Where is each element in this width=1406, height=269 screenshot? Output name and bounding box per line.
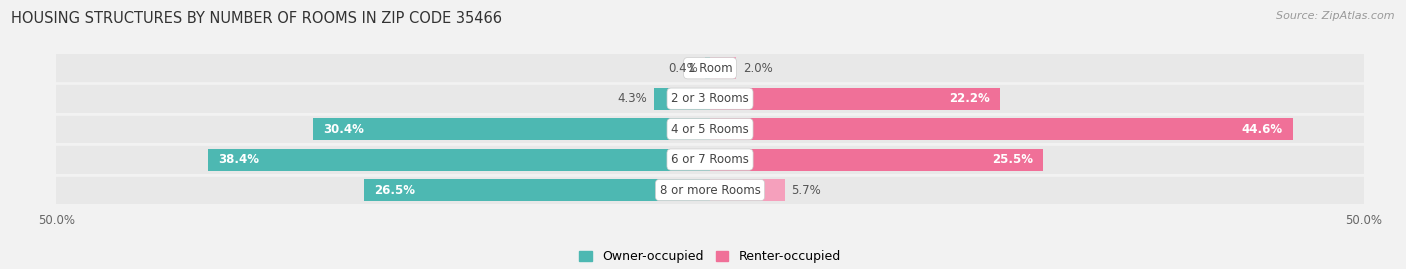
Bar <box>710 179 785 201</box>
Bar <box>364 179 710 201</box>
Text: 38.4%: 38.4% <box>218 153 259 166</box>
Bar <box>56 54 1364 83</box>
Text: 30.4%: 30.4% <box>323 123 364 136</box>
Text: 44.6%: 44.6% <box>1241 123 1282 136</box>
Bar <box>710 57 737 79</box>
Text: 26.5%: 26.5% <box>374 183 415 197</box>
Text: 4.3%: 4.3% <box>617 92 647 105</box>
Bar <box>56 84 1364 113</box>
Bar <box>312 118 710 140</box>
Bar <box>710 148 1043 171</box>
Text: 25.5%: 25.5% <box>993 153 1033 166</box>
Text: 0.4%: 0.4% <box>668 62 699 75</box>
Bar <box>710 118 1294 140</box>
Bar <box>710 88 1000 110</box>
Text: 8 or more Rooms: 8 or more Rooms <box>659 183 761 197</box>
Legend: Owner-occupied, Renter-occupied: Owner-occupied, Renter-occupied <box>575 245 845 268</box>
Bar <box>56 145 1364 174</box>
Text: 2 or 3 Rooms: 2 or 3 Rooms <box>671 92 749 105</box>
Text: 5.7%: 5.7% <box>792 183 821 197</box>
Text: 6 or 7 Rooms: 6 or 7 Rooms <box>671 153 749 166</box>
Bar <box>56 115 1364 143</box>
Bar <box>56 176 1364 204</box>
Bar <box>654 88 710 110</box>
Text: HOUSING STRUCTURES BY NUMBER OF ROOMS IN ZIP CODE 35466: HOUSING STRUCTURES BY NUMBER OF ROOMS IN… <box>11 11 502 26</box>
Bar <box>208 148 710 171</box>
Text: 2.0%: 2.0% <box>742 62 772 75</box>
Text: 4 or 5 Rooms: 4 or 5 Rooms <box>671 123 749 136</box>
Text: 22.2%: 22.2% <box>949 92 990 105</box>
Text: Source: ZipAtlas.com: Source: ZipAtlas.com <box>1277 11 1395 21</box>
Bar <box>704 57 710 79</box>
Text: 1 Room: 1 Room <box>688 62 733 75</box>
